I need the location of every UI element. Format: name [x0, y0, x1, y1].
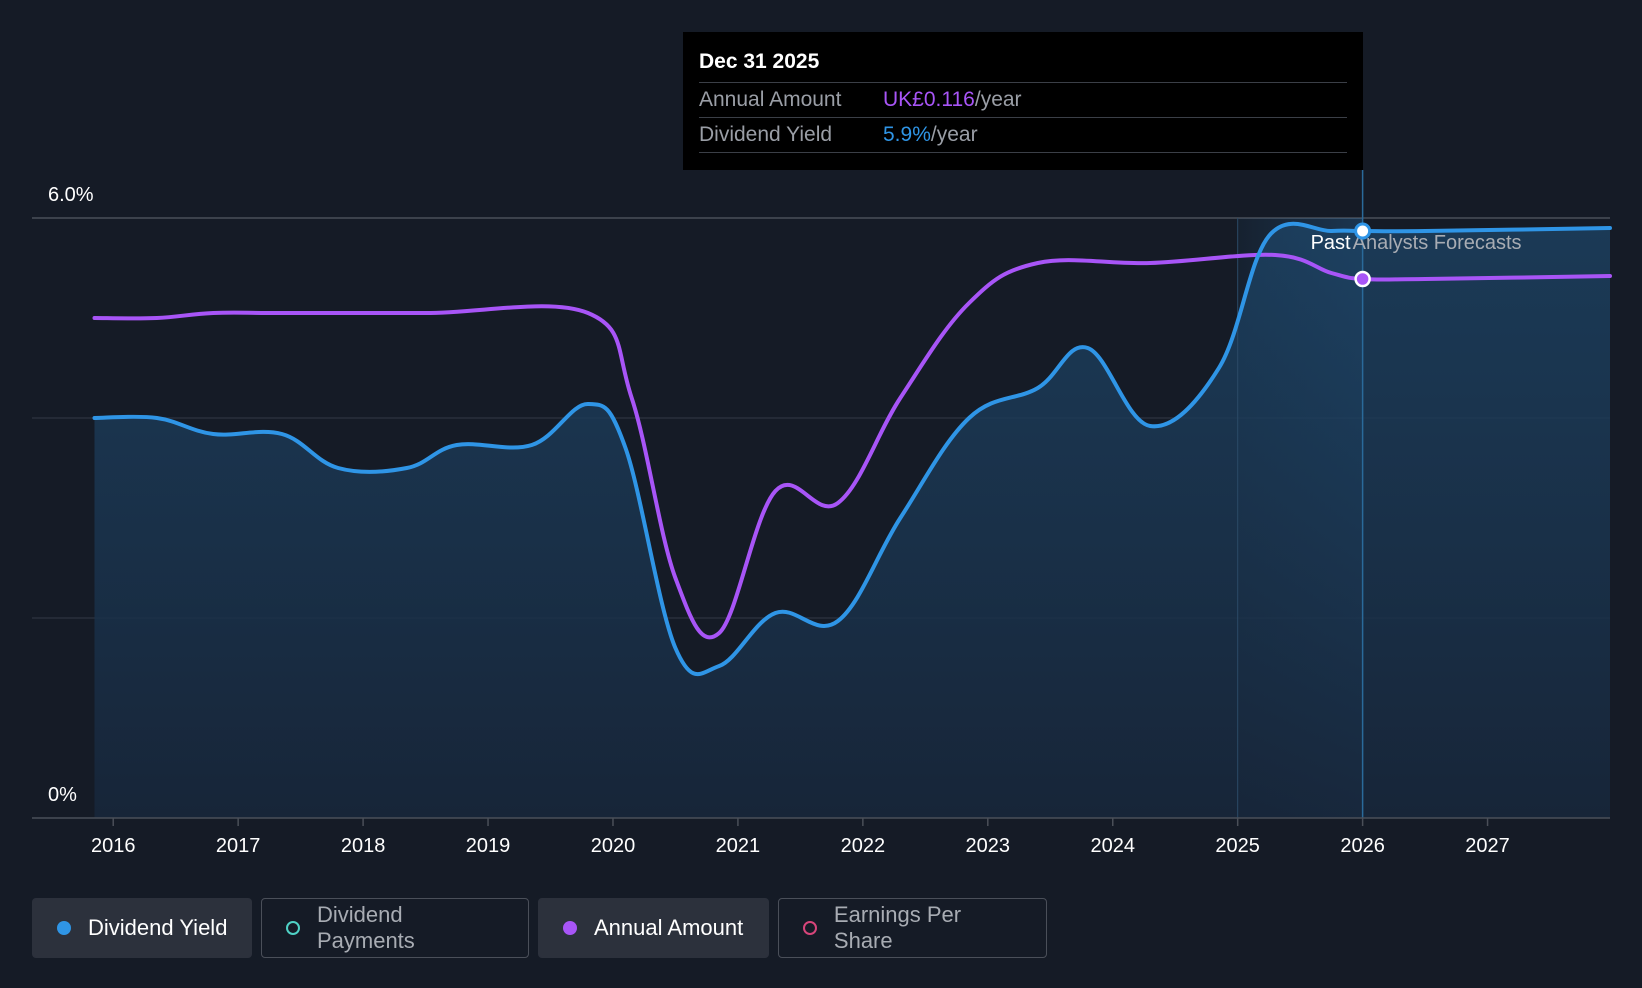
analysts-forecasts-label: Analysts Forecasts — [1353, 232, 1522, 254]
y-axis-top-label: 6.0% — [48, 184, 94, 206]
legend-earnings-per-share[interactable]: Earnings Per Share — [778, 898, 1047, 958]
x-tick-label: 2024 — [1090, 835, 1135, 857]
x-axis: 2016 2017 2018 2019 2020 2021 2022 2023 2024 2025… — [32, 817, 1610, 857]
tooltip-value: UK£0.116 — [883, 88, 975, 111]
tooltip-label: Annual Amount — [699, 88, 842, 111]
x-tick-label: 2017 — [216, 835, 261, 857]
dividend-yield-line — [92, 221, 1612, 676]
x-tick-label: 2022 — [841, 835, 886, 857]
tooltip-value: 5.9% — [883, 123, 931, 146]
legend: Dividend Yield Dividend Payments Annual … — [32, 898, 1056, 958]
tooltip-unit: /year — [930, 123, 978, 146]
x-tick-label: 2027 — [1465, 835, 1510, 857]
legend-ring-icon — [286, 921, 300, 935]
legend-dot-icon — [563, 921, 577, 935]
legend-dividend-payments[interactable]: Dividend Payments — [261, 898, 529, 958]
x-tick-label: 2025 — [1215, 835, 1260, 857]
dividend-chart: Past Analysts Forecasts 6.0% 0% 2016 2017… — [32, 170, 1612, 857]
past-label: Past — [1311, 232, 1351, 254]
x-tick-label: 2023 — [966, 835, 1011, 857]
legend-annual-amount[interactable]: Annual Amount — [538, 898, 769, 958]
x-tick-label: 2020 — [591, 835, 636, 857]
tooltip-row-dividend-yield: Dividend Yield 5.9% /year — [699, 118, 1347, 153]
yield-highlight-point[interactable] — [1354, 222, 1372, 240]
x-tick-label: 2016 — [91, 835, 136, 857]
x-tick-label: 2019 — [466, 835, 511, 857]
legend-label: Annual Amount — [594, 915, 744, 940]
tooltip-row-annual-amount: Annual Amount UK£0.116 /year — [699, 83, 1347, 118]
legend-dot-icon — [57, 921, 71, 935]
tooltip: Dec 31 2025 Annual Amount UK£0.116 /year… — [683, 32, 1363, 170]
legend-dividend-yield[interactable]: Dividend Yield — [32, 898, 252, 958]
amount-highlight-point[interactable] — [1354, 270, 1371, 288]
x-tick-label: 2018 — [341, 835, 386, 857]
legend-label: Dividend Payments — [316, 902, 415, 953]
tooltip-label: Dividend Yield — [699, 123, 833, 146]
y-axis-bottom-label: 0% — [48, 784, 77, 806]
legend-label: Earnings Per Share — [833, 902, 962, 953]
legend-ring-icon — [803, 921, 817, 935]
x-tick-label: 2021 — [716, 835, 761, 857]
x-tick-label: 2026 — [1340, 835, 1385, 857]
tooltip-unit: /year — [974, 88, 1022, 111]
annual-amount-line — [92, 252, 1612, 640]
legend-label: Dividend Yield — [88, 915, 228, 940]
tooltip-date: Dec 31 2025 — [699, 48, 1347, 83]
dividend-yield-area — [94, 223, 1610, 818]
